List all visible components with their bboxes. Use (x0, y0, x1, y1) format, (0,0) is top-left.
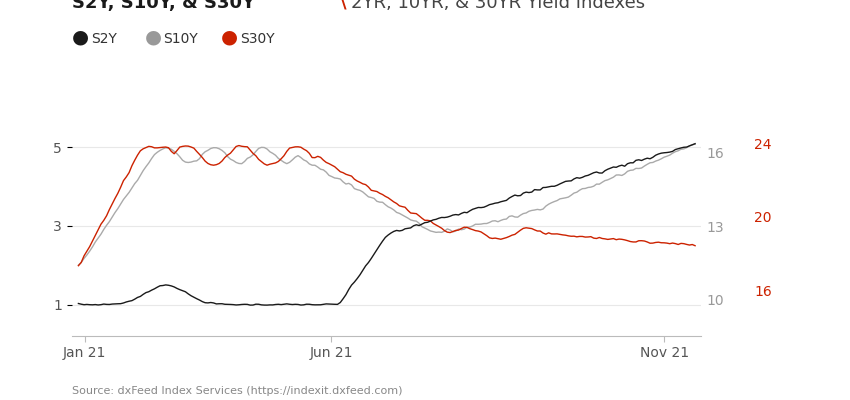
Text: ●: ● (221, 27, 238, 46)
Text: \: \ (340, 0, 347, 12)
Text: ●: ● (144, 27, 162, 46)
Text: S30Y: S30Y (240, 32, 275, 46)
Text: ●: ● (72, 27, 89, 46)
Text: 2YR, 10YR, & 30YR Yield Indexes: 2YR, 10YR, & 30YR Yield Indexes (351, 0, 645, 12)
Text: S2Y, S10Y, & S30Y: S2Y, S10Y, & S30Y (72, 0, 255, 12)
Text: S10Y: S10Y (163, 32, 198, 46)
Text: S2Y: S2Y (91, 32, 116, 46)
Text: Source: dxFeed Index Services (https://indexit.dxfeed.com): Source: dxFeed Index Services (https://i… (72, 386, 403, 396)
